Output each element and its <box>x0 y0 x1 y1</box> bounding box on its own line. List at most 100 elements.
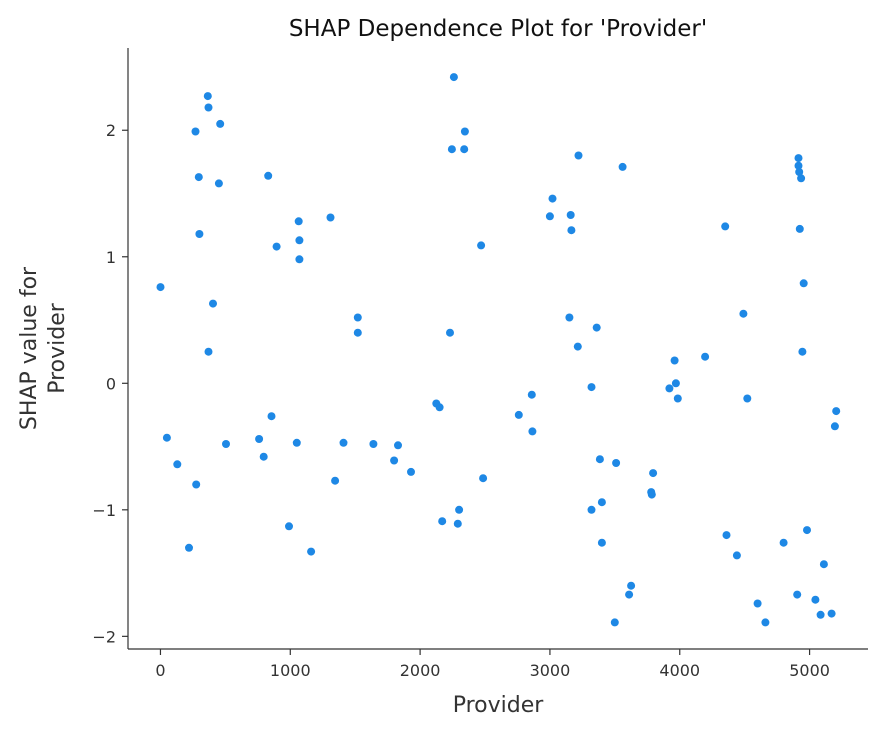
data-point <box>670 356 679 365</box>
data-point <box>514 410 523 419</box>
chart-title: SHAP Dependence Plot for 'Provider' <box>289 16 707 42</box>
data-point <box>548 194 557 203</box>
data-point <box>294 217 303 226</box>
data-point <box>479 474 488 483</box>
data-point <box>573 342 582 351</box>
data-point <box>267 412 276 421</box>
data-point <box>204 103 213 112</box>
y-tick-label: 2 <box>106 121 116 140</box>
data-point <box>173 460 182 469</box>
data-point <box>816 610 825 619</box>
data-point <box>195 230 204 238</box>
data-point <box>407 467 415 476</box>
data-point <box>460 145 469 154</box>
data-point <box>739 309 748 318</box>
data-point <box>185 543 193 552</box>
data-point <box>390 456 399 465</box>
data-point <box>811 595 820 604</box>
data-point <box>527 390 536 399</box>
data-point <box>295 236 304 245</box>
y-tick-label: 0 <box>106 374 116 393</box>
x-tick-label: 4000 <box>659 661 700 680</box>
data-point <box>259 452 268 461</box>
data-point <box>647 490 656 499</box>
data-point <box>665 384 674 393</box>
data-point <box>597 538 606 547</box>
data-point <box>649 469 658 478</box>
data-point <box>455 505 464 514</box>
data-point <box>460 127 469 136</box>
data-point <box>827 609 836 618</box>
data-point <box>612 459 621 467</box>
data-point <box>222 440 230 448</box>
data-point <box>832 407 841 416</box>
data-point <box>307 547 316 556</box>
data-point <box>753 599 762 608</box>
data-point <box>394 441 402 450</box>
y-tick-label: −1 <box>92 501 116 520</box>
data-point <box>326 213 335 222</box>
x-tick-label: 3000 <box>530 661 571 680</box>
data-point <box>449 73 458 82</box>
data-point <box>574 151 583 160</box>
data-point <box>795 168 804 176</box>
data-point <box>285 522 293 531</box>
data-point <box>567 226 576 235</box>
data-point <box>566 211 575 219</box>
x-tick-label: 2000 <box>400 661 441 680</box>
data-point <box>779 538 788 547</box>
data-point <box>618 162 627 171</box>
y-tick-label: 1 <box>106 248 116 267</box>
data-point <box>292 438 301 447</box>
data-point <box>255 435 264 443</box>
x-axis-label: Provider <box>453 693 545 718</box>
data-point <box>477 241 486 250</box>
y-axis-ticks: −2 −1 0 1 2 <box>92 121 128 646</box>
data-point <box>673 394 682 403</box>
x-tick-label: 5000 <box>789 661 830 680</box>
data-point <box>761 618 770 627</box>
data-point <box>627 581 636 590</box>
data-point <box>191 127 200 136</box>
data-point <box>793 590 802 599</box>
data-point <box>592 323 601 332</box>
data-point <box>597 498 606 507</box>
data-point <box>799 279 808 288</box>
scatter-points <box>156 73 841 627</box>
data-point <box>795 224 804 233</box>
data-point <box>353 313 362 322</box>
y-tick-label: −2 <box>92 627 116 646</box>
data-point <box>798 347 807 356</box>
data-point <box>610 618 619 627</box>
data-point <box>446 328 454 337</box>
data-point <box>369 440 378 448</box>
data-point <box>435 403 444 412</box>
data-point <box>625 590 634 599</box>
data-point <box>216 119 225 128</box>
data-point <box>803 526 811 535</box>
data-point <box>295 255 304 264</box>
data-point <box>272 242 281 251</box>
data-point <box>339 438 348 447</box>
data-point <box>438 517 447 526</box>
data-point <box>794 161 803 170</box>
data-point <box>587 383 596 392</box>
data-point <box>587 505 596 514</box>
data-point <box>797 174 806 183</box>
x-tick-label: 1000 <box>270 661 311 680</box>
data-point <box>732 551 741 560</box>
x-tick-label: 0 <box>155 661 165 680</box>
data-point <box>453 519 462 528</box>
data-point <box>701 352 710 361</box>
data-point <box>214 179 223 188</box>
data-point <box>353 328 362 337</box>
y-axis-label: SHAP value for Provider <box>17 266 70 430</box>
data-point <box>203 92 212 101</box>
data-point <box>545 212 554 221</box>
data-point <box>162 433 171 442</box>
data-point <box>743 394 752 403</box>
data-point <box>156 283 165 292</box>
data-point <box>447 145 456 154</box>
data-point <box>192 480 201 489</box>
